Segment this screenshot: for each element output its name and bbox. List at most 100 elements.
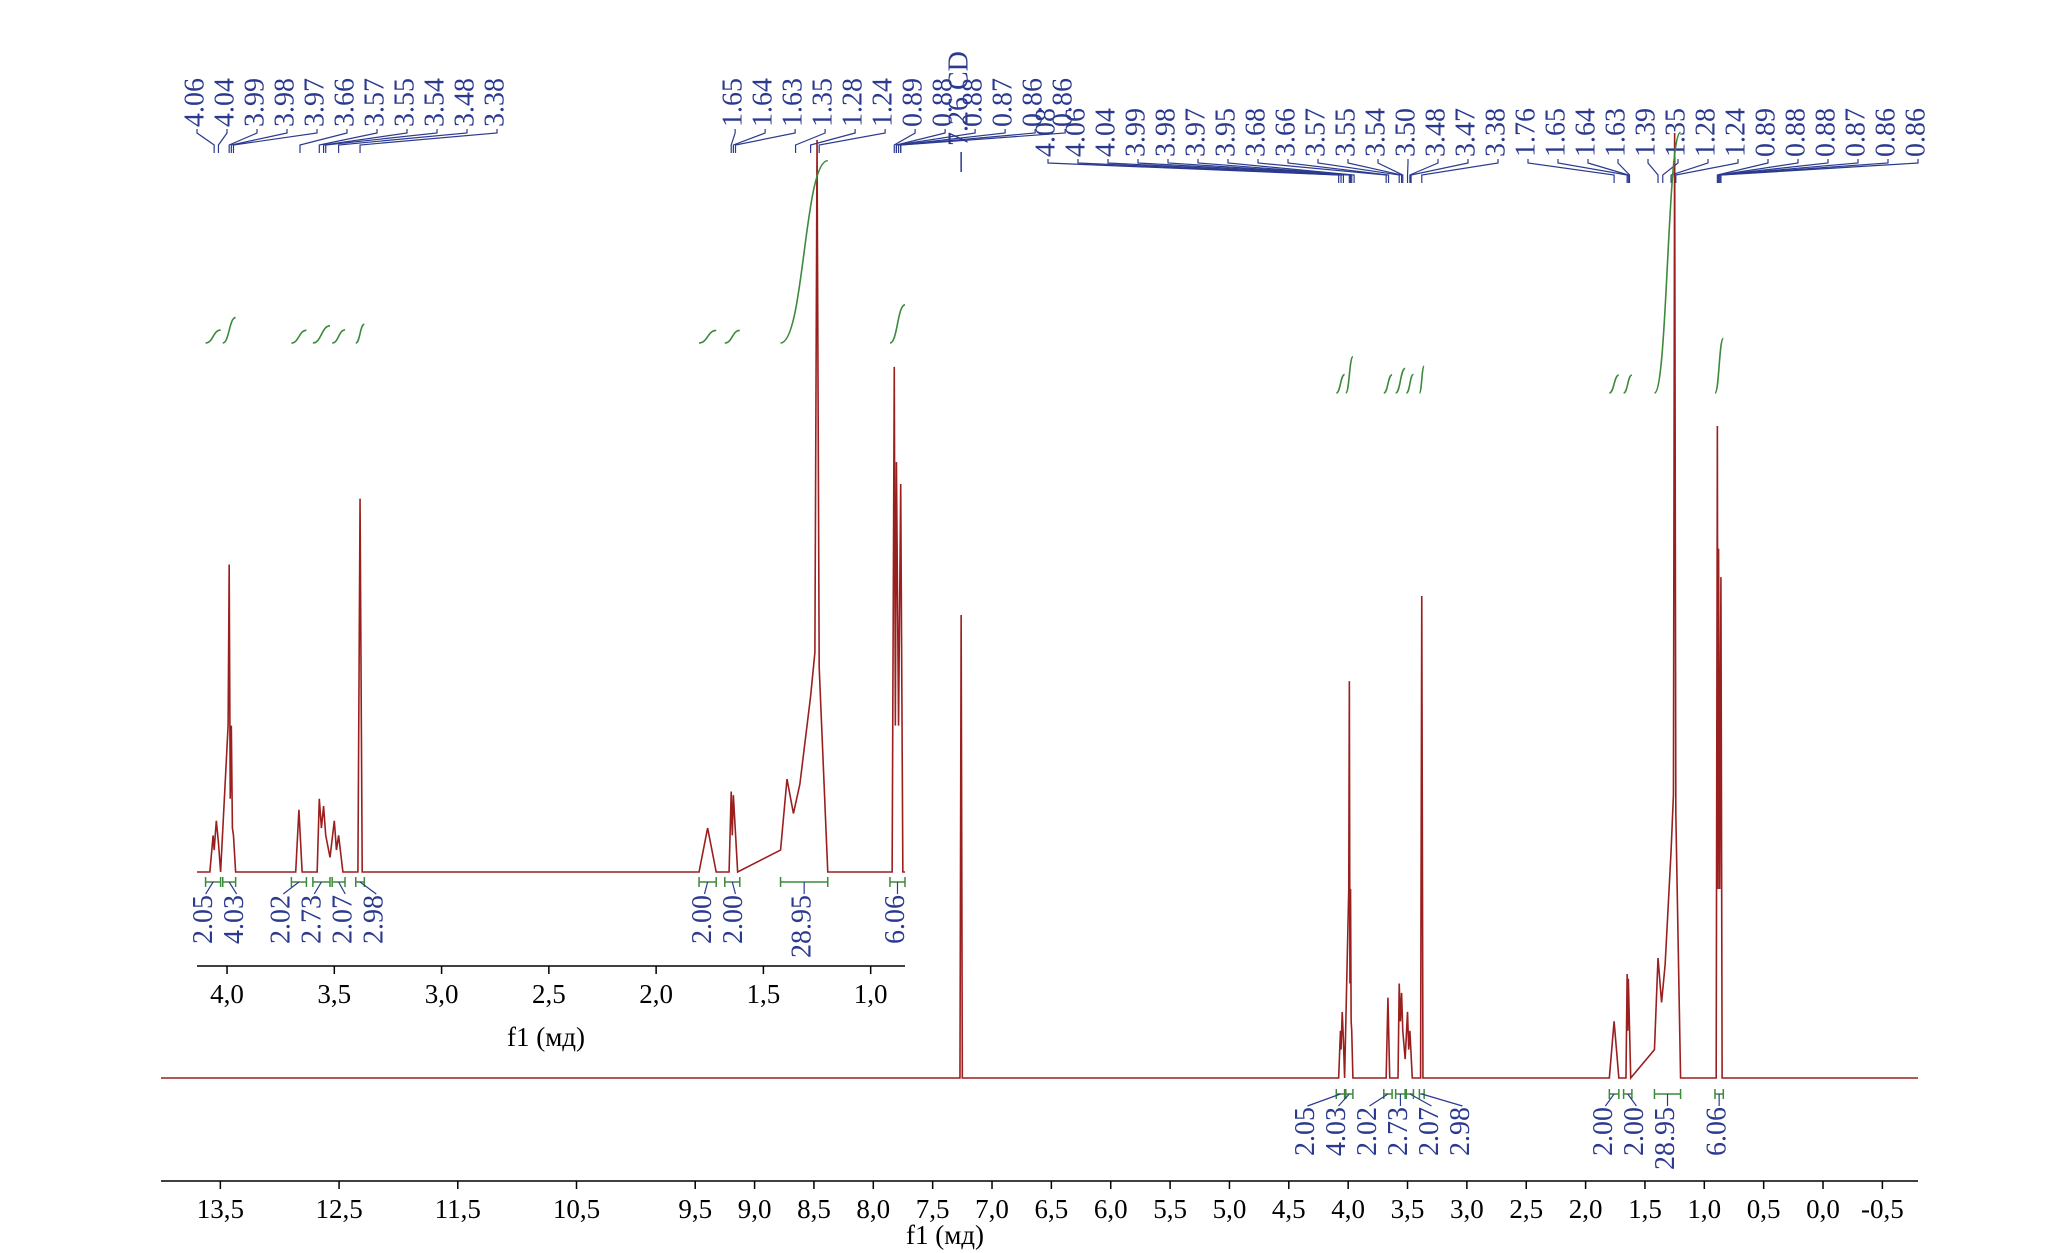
peak-connector [1047,159,1340,183]
peak-connector [1167,159,1352,183]
integral-connector [1338,1093,1350,1107]
x-tick-label: 4,0 [210,979,244,1009]
peak-connector [1347,159,1403,183]
peak-label: 3.98 [269,78,300,127]
peak-label: 3.98 [1150,108,1181,157]
peak-connector [1662,159,1679,183]
x-tick-label: 3,0 [1450,1194,1484,1224]
integral-connector [313,881,322,895]
integral-label: 2.73 [1383,1107,1414,1156]
peak-label: 3.38 [479,78,510,127]
integral-curve [698,329,717,344]
x-tick-label: 0,5 [1747,1194,1781,1224]
peak-connector [893,129,916,153]
integral-label: 2.73 [297,895,328,944]
peak-label: 3.95 [1210,108,1241,157]
x-tick-label: 3,0 [425,979,459,1009]
integral-curve [1395,367,1406,394]
peak-label: 3.99 [1120,108,1151,157]
integral-connector [1369,1093,1389,1107]
x-tick-label: 13,5 [197,1194,244,1224]
x-axis-label: f1 (мд) [906,1220,984,1250]
peak-label: 3.57 [359,78,390,127]
integral-connector [1421,1093,1463,1107]
peak-label: 3.57 [1300,108,1331,157]
integral-curve [1623,374,1633,394]
integral-connector [1409,1093,1432,1107]
peak-label: 1.39 [1630,108,1661,157]
peak-connector [794,129,826,153]
integral-curve [1714,337,1725,394]
x-tick-label: 2,5 [532,979,566,1009]
peak-label: 3.55 [1330,108,1361,157]
x-tick-label: 12,5 [315,1194,362,1224]
peak-label: 1.64 [748,78,779,127]
peak-label: 3.97 [1180,108,1211,157]
peak-connector [1410,159,1469,183]
peak-connector [217,129,228,153]
x-tick-label: 2,0 [1569,1194,1603,1224]
peak-label: 1.24 [868,78,899,127]
peak-connector [1647,159,1659,183]
peak-label: 0.86 [1018,78,1049,127]
peak-label: 1.28 [1690,108,1721,157]
x-tick-label: 9,0 [738,1194,772,1224]
integral-label: 2.98 [1445,1107,1476,1156]
peak-label: 3.97 [299,78,330,127]
integral-label: 2.07 [1414,1107,1445,1156]
peak-connector [1077,159,1342,183]
peak-connector [1287,159,1390,183]
peak-label: 4.06 [179,78,210,127]
x-tick-label: 3,5 [1391,1194,1425,1224]
peak-connector [232,129,318,153]
peak-label: 3.55 [389,78,420,127]
peak-label: 1.64 [1570,108,1601,157]
peak-connector [1720,159,1919,183]
integral-label: 2.00 [687,895,718,944]
x-tick-label: 1,0 [854,979,888,1009]
peak-label: 3.50 [1390,108,1421,157]
x-tick-label: 6,5 [1034,1194,1068,1224]
integral-label: 4.03 [219,895,250,944]
peak-connector [732,129,766,153]
x-tick-label: 10,5 [553,1194,600,1224]
integral-bracket [204,877,222,887]
peak-label: 0.88 [958,78,989,127]
peak-label: 0.88 [928,78,959,127]
peak-connector [809,129,856,153]
peak-label: 1.65 [1540,108,1571,157]
peak-connector [730,129,736,153]
peak-connector [1197,159,1353,183]
integral-connector [1604,1093,1615,1107]
peak-label: 0.89 [1750,108,1781,157]
peak-connector [1717,159,1829,183]
integral-label: 2.02 [266,895,297,944]
peak-connector [322,129,408,153]
integral-curve [1383,374,1393,394]
x-tick-label: 0,0 [1806,1194,1840,1224]
x-tick-label: 2,5 [1509,1194,1543,1224]
integral-connector [282,881,300,895]
peak-label: 4.04 [1090,108,1121,157]
integral-label: 28.95 [787,895,818,958]
peak-label: 1.63 [778,78,809,127]
peak-connector [338,129,468,153]
peak-label: 0.87 [1840,108,1871,157]
peak-connector [734,129,796,153]
peak-label: 3.54 [419,78,450,127]
integral-connector [338,881,346,895]
integral-label: 2.05 [1290,1107,1321,1156]
integral-curve [331,329,346,344]
integral-label: 2.98 [359,895,390,944]
peak-label: 3.38 [1480,108,1511,157]
integral-connector [228,881,238,895]
peak-connector [318,129,378,153]
peak-connector [230,129,288,153]
x-tick-label: 11,5 [435,1194,481,1224]
peak-label: 1.63 [1600,108,1631,157]
peak-label: 0.86 [1900,108,1931,157]
peak-label: 1.35 [808,78,839,127]
integral-label: 2.05 [188,895,219,944]
integral-curve [889,304,906,344]
peak-connector [325,129,438,153]
